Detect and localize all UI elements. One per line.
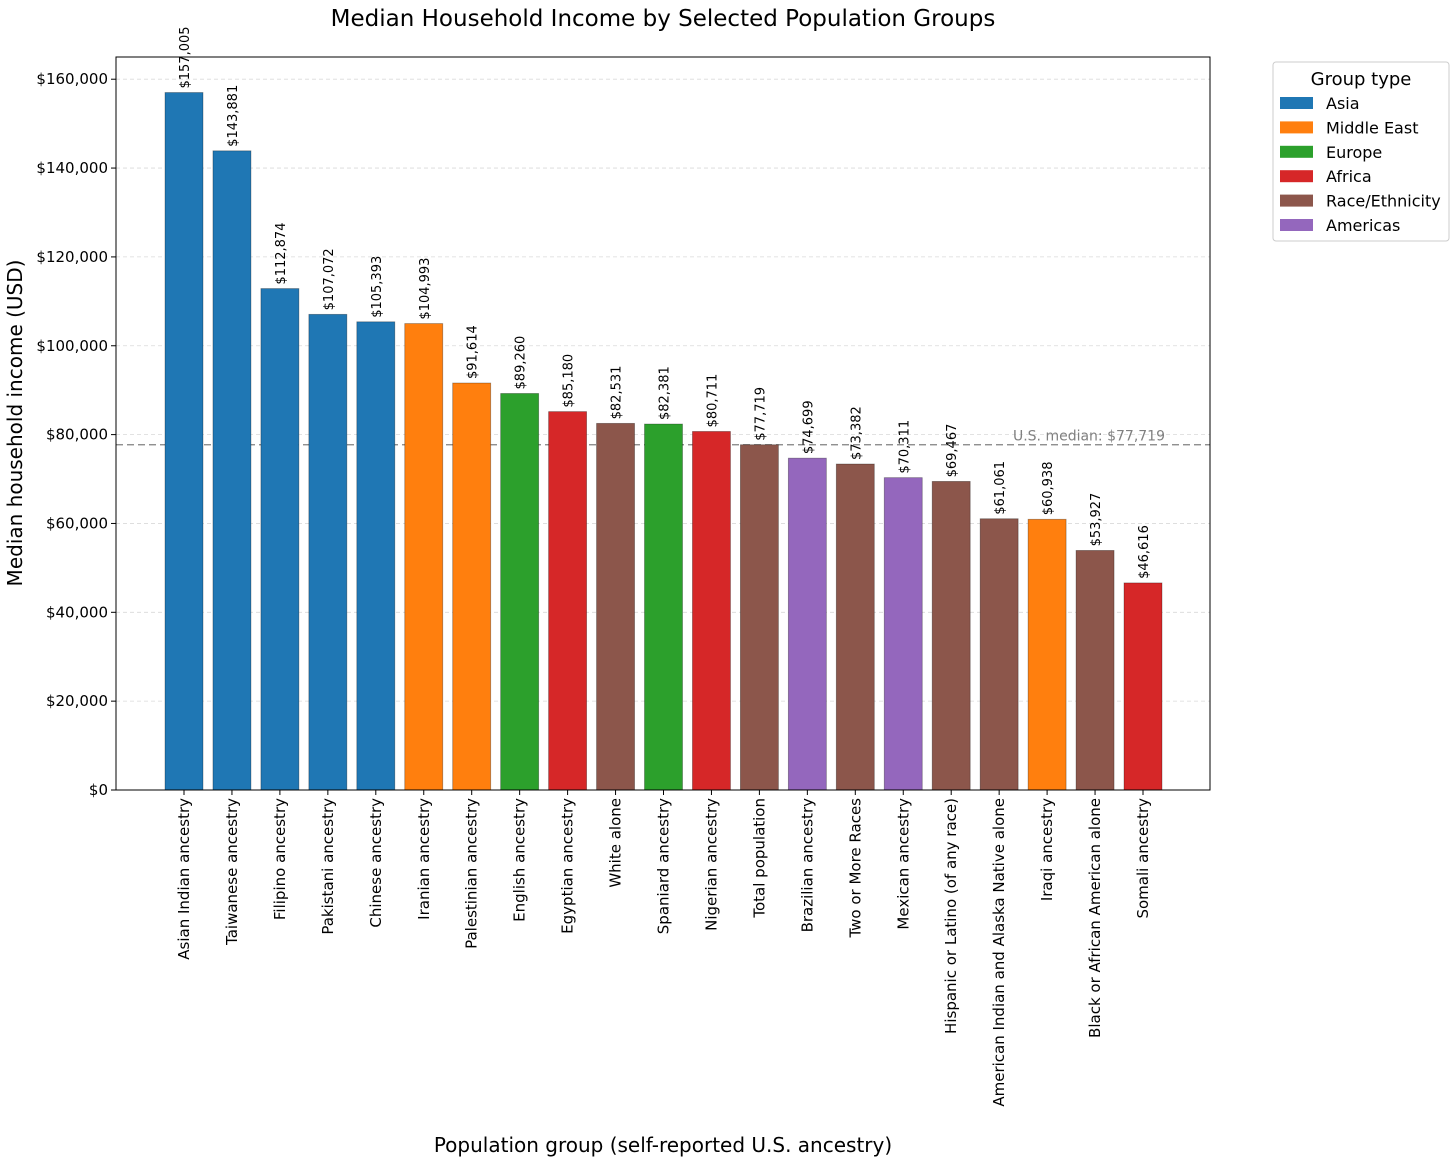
value-label-chinese-ancestry: $105,393 (370, 256, 385, 318)
y-tick-label: $20,000 (46, 692, 108, 710)
value-label-palestinian-ancestry: $91,614 (466, 325, 481, 379)
x-tick-label-nigerian-ancestry: Nigerian ancestry (702, 798, 720, 931)
y-tick-label: $140,000 (36, 159, 108, 177)
legend-label-middle-east: Middle East (1326, 118, 1418, 137)
x-tick-label-english-ancestry: English ancestry (511, 798, 529, 922)
value-label-somali-ancestry: $46,616 (1137, 525, 1152, 579)
y-tick-label: $120,000 (36, 248, 108, 266)
x-tick-label-mexican-ancestry: Mexican ancestry (894, 798, 912, 930)
x-tick-label-chinese-ancestry: Chinese ancestry (367, 798, 385, 928)
legend-box (1272, 61, 1450, 242)
x-tick-label-iraqi-ancestry: Iraqi ancestry (1038, 798, 1056, 901)
value-label-iranian-ancestry: $104,993 (418, 258, 433, 320)
legend-label-africa: Africa (1326, 167, 1372, 186)
chart-title: Median Household Income by Selected Popu… (331, 6, 996, 32)
x-tick-label-taiwanese-ancestry: Taiwanese ancestry (223, 798, 241, 946)
x-tick-label-brazilian-ancestry: Brazilian ancestry (798, 798, 816, 933)
value-label-iraqi-ancestry: $60,938 (1041, 462, 1056, 516)
x-tick-label-filipino-ancestry: Filipino ancestry (271, 798, 289, 920)
value-label-american-indian-and-alaska-native-alone: $61,061 (993, 461, 1008, 515)
legend-label-race-ethnicity: Race/Ethnicity (1326, 192, 1441, 211)
x-tick-label-spaniard-ancestry: Spaniard ancestry (655, 798, 673, 934)
bars (164, 92, 1163, 791)
bar-english-ancestry (500, 393, 540, 791)
value-label-hispanic-or-latino-of-any-race: $69,467 (945, 424, 960, 478)
y-tick-label: $40,000 (46, 603, 108, 621)
bar-iraqi-ancestry (1027, 518, 1067, 791)
value-label-pakistani-ancestry: $107,072 (322, 248, 337, 310)
value-label-brazilian-ancestry: $74,699 (801, 400, 816, 454)
x-axis-label: Population group (self-reported U.S. anc… (434, 1133, 892, 1157)
legend-label-asia: Asia (1326, 94, 1360, 113)
legend-swatch-middle-east (1280, 121, 1313, 134)
legend-swatch-asia (1280, 97, 1313, 109)
bar-hispanic-or-latino-of-any-race (931, 480, 971, 791)
value-label-filipino-ancestry: $112,874 (274, 223, 289, 285)
value-label-asian-indian-ancestry: $157,005 (178, 26, 193, 88)
legend-swatch-europe (1280, 145, 1313, 158)
x-tick-label-hispanic-or-latino-of-any-race: Hispanic or Latino (of any race) (942, 798, 960, 1034)
bar-total-population (740, 444, 779, 791)
y-tick-label: $160,000 (36, 70, 108, 88)
legend: Group type Asia Middle East Europe Africa Rac… (1272, 61, 1450, 242)
x-tick-label-white-alone: White alone (607, 798, 625, 888)
x-tick-label-iranian-ancestry: Iranian ancestry (415, 798, 433, 920)
y-axis-label: Median household income (USD) (3, 260, 27, 587)
y-tick-label: $80,000 (46, 426, 108, 444)
bar-somali-ancestry (1123, 582, 1163, 791)
value-labels: $157,005 $143,881 $112,874 $107,072 $105,393… (178, 26, 1152, 578)
bar-pakistani-ancestry (308, 313, 348, 791)
legend-label-europe: Europe (1326, 143, 1382, 162)
value-label-total-population: $77,719 (753, 387, 768, 441)
y-axis-ticks: $0 $20,000 $40,000 $60,000 $80,000 $100,000 $1… (36, 70, 116, 799)
bar-brazilian-ancestry (787, 457, 827, 791)
bar-chinese-ancestry (356, 321, 396, 791)
x-tick-label-pakistani-ancestry: Pakistani ancestry (319, 798, 337, 935)
x-tick-label-asian-indian-ancestry: Asian Indian ancestry (175, 798, 193, 960)
value-label-black-or-african-american-alone: $53,927 (1089, 493, 1104, 547)
bar-filipino-ancestry (260, 288, 300, 791)
y-tick-label: $100,000 (36, 337, 108, 355)
value-label-two-or-more-races: $73,382 (849, 406, 864, 460)
value-label-mexican-ancestry: $70,311 (897, 420, 912, 474)
bar-spaniard-ancestry (644, 423, 683, 791)
legend-title: Group type (1311, 69, 1412, 90)
legend-swatch-africa (1280, 170, 1313, 183)
bar-black-or-african-american-alone (1075, 550, 1115, 791)
bar-american-indian-and-alaska-native-alone (979, 518, 1019, 791)
y-tick-label: $60,000 (46, 514, 108, 532)
value-label-egyptian-ancestry: $85,180 (562, 354, 577, 408)
legend-swatch-race-ethnicity (1280, 194, 1313, 207)
value-label-english-ancestry: $89,260 (514, 336, 529, 390)
x-tick-label-two-or-more-races: Two or More Races (846, 798, 864, 939)
x-axis-ticks: Asian Indian ancestry Taiwanese ancestry F… (175, 790, 1152, 1107)
x-tick-label-total-population: Total population (750, 798, 768, 919)
bar-iranian-ancestry (404, 323, 444, 791)
x-tick-label-somali-ancestry: Somali ancestry (1134, 798, 1152, 919)
x-tick-label-american-indian-and-alaska-native-alone: American Indian and Alaska Native alone (990, 798, 1008, 1107)
bar-mexican-ancestry (883, 477, 923, 791)
legend-swatch-americas (1280, 219, 1313, 231)
bar-two-or-more-races (835, 463, 875, 791)
bar-egyptian-ancestry (548, 411, 587, 791)
bar-nigerian-ancestry (692, 431, 731, 791)
us-median-label: U.S. median: $77,719 (1013, 429, 1165, 445)
value-label-taiwanese-ancestry: $143,881 (226, 85, 241, 147)
bar-asian-indian-ancestry (164, 92, 204, 791)
value-label-nigerian-ancestry: $80,711 (705, 374, 720, 428)
x-tick-label-black-or-african-american-alone: Black or African American alone (1086, 798, 1104, 1038)
bar-taiwanese-ancestry (212, 150, 252, 791)
x-tick-label-egyptian-ancestry: Egyptian ancestry (559, 798, 577, 934)
bar-palestinian-ancestry (452, 382, 492, 791)
value-label-spaniard-ancestry: $82,381 (658, 366, 673, 420)
value-label-white-alone: $82,531 (610, 366, 625, 420)
bar-white-alone (596, 422, 635, 791)
x-tick-label-palestinian-ancestry: Palestinian ancestry (463, 798, 481, 949)
y-tick-label: $0 (89, 781, 108, 799)
legend-label-americas: Americas (1326, 216, 1400, 235)
